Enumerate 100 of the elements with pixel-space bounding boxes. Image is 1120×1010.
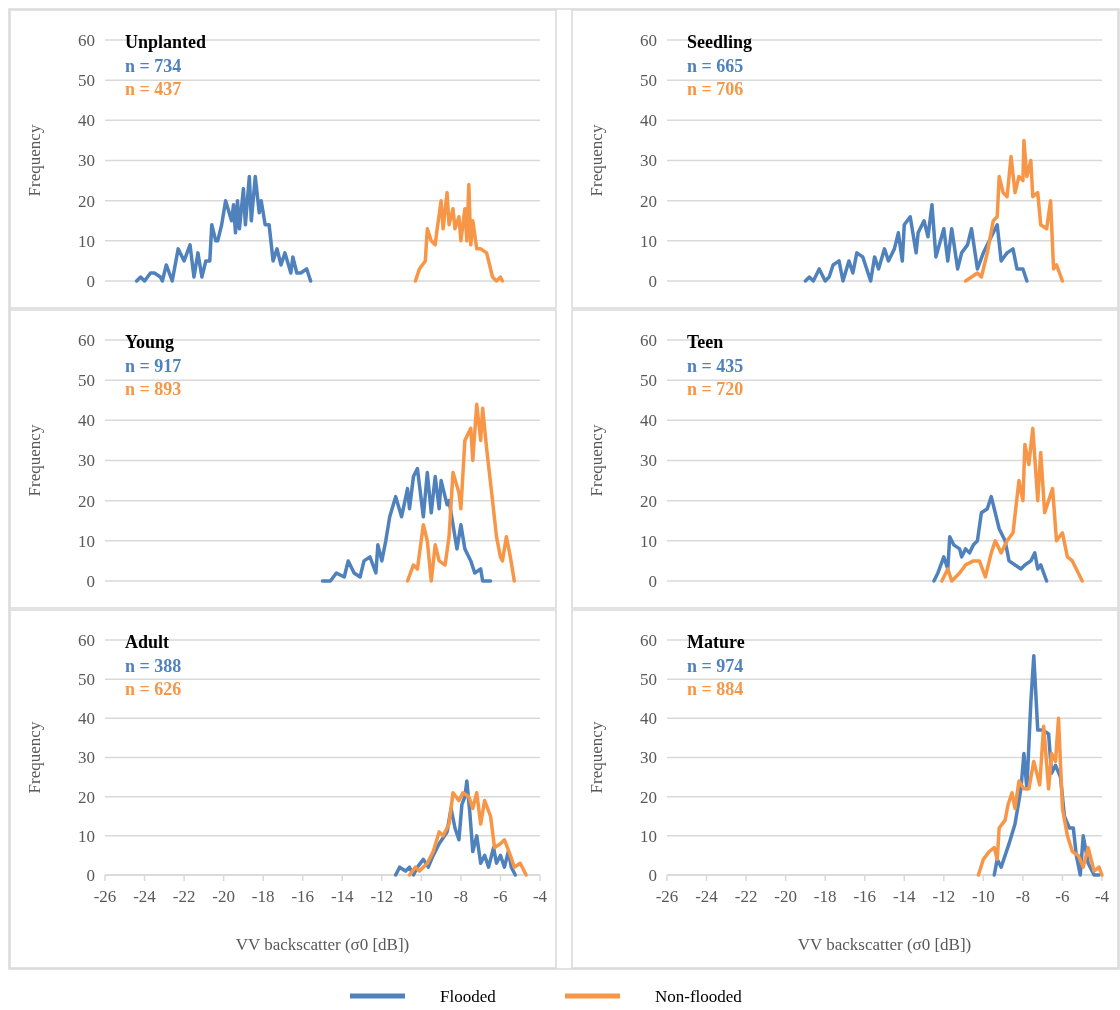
annotation: n = 388 [125,656,182,676]
chart-title: Unplanted [125,32,207,52]
line-series [407,791,528,877]
x-tick-label: -14 [892,887,917,906]
y-tick-label: 0 [648,271,657,291]
y-tick-label: 0 [648,571,657,591]
chart-title: Adult [125,632,170,652]
y-tick-label: 40 [78,411,95,431]
y-tick-label: 10 [78,531,95,551]
y-tick-label: 60 [78,330,95,350]
chart-title: Seedling [687,32,753,52]
chart-title: Mature [687,632,745,652]
y-tick-label: 40 [640,709,657,729]
annotation: n = 884 [687,679,744,699]
y-tick-label: 20 [640,191,657,211]
annotation: n = 665 [687,56,744,76]
y-axis-title: Frequency [587,721,606,794]
x-tick-label: -26 [655,887,679,906]
y-tick-label: 30 [78,748,95,768]
x-tick-label: -22 [734,887,758,906]
y-tick-label: 50 [640,71,657,91]
annotation: n = 917 [125,356,182,376]
line-series [803,202,1029,283]
y-tick-label: 20 [78,787,95,807]
y-tick-label: 30 [640,748,657,768]
y-tick-label: 60 [78,30,95,50]
y-tick-label: 10 [640,826,657,846]
y-axis-title: Frequency [25,721,44,794]
y-tick-label: 40 [78,111,95,131]
x-tick-label: -12 [370,887,394,906]
chart-title: Teen [687,332,724,352]
annotation: n = 974 [687,656,744,676]
chart-title: Young [125,332,175,352]
line-series [413,182,505,283]
annotation: n = 626 [125,679,182,699]
y-tick-label: 20 [78,491,95,511]
annotation: n = 435 [687,356,744,376]
y-tick-label: 30 [78,451,95,471]
y-tick-label: 40 [640,411,657,431]
x-tick-label: -22 [172,887,196,906]
x-tick-label: -10 [410,887,433,906]
annotation: n = 734 [125,56,182,76]
x-axis-title: VV backscatter (σ0 [dB]) [797,935,972,954]
x-tick-label: -20 [212,887,235,906]
y-tick-label: 0 [86,571,95,591]
y-tick-label: 40 [78,709,95,729]
x-tick-label: -18 [813,887,837,906]
line-series [963,138,1065,283]
x-tick-label: -6 [1055,887,1070,906]
x-tick-label: -16 [291,887,315,906]
y-tick-label: 30 [78,151,95,171]
y-tick-label: 20 [78,191,95,211]
annotation: n = 706 [687,79,744,99]
y-tick-label: 50 [78,371,95,391]
y-tick-label: 60 [640,30,657,50]
line-series [134,174,313,283]
y-tick-label: 10 [78,231,95,251]
y-tick-label: 60 [640,630,657,650]
line-series [405,402,517,583]
y-tick-label: 0 [648,865,657,885]
y-tick-label: 0 [86,865,95,885]
y-axis-title: Frequency [25,124,44,197]
y-tick-label: 50 [640,670,657,690]
x-tick-label: -8 [453,887,468,906]
y-tick-label: 50 [78,71,95,91]
y-tick-label: 10 [640,231,657,251]
line-series [940,426,1084,583]
y-tick-label: 60 [78,630,95,650]
y-tick-label: 30 [640,151,657,171]
y-tick-label: 50 [78,670,95,690]
annotation: n = 720 [687,379,744,399]
y-tick-label: 20 [640,491,657,511]
annotation: n = 437 [125,79,182,99]
y-axis-title: Frequency [587,124,606,197]
x-axis-title: VV backscatter (σ0 [dB]) [235,935,410,954]
x-tick-label: -16 [853,887,877,906]
line-series [932,494,1049,583]
x-tick-label: -20 [774,887,797,906]
legend-label: Non-flooded [655,986,743,1006]
line-series [976,716,1104,877]
y-tick-label: 20 [640,787,657,807]
x-tick-label: -10 [972,887,995,906]
y-tick-label: 40 [640,111,657,131]
x-tick-label: -26 [93,887,117,906]
y-tick-label: 50 [640,371,657,391]
y-tick-label: 10 [640,531,657,551]
y-tick-label: 30 [640,451,657,471]
x-tick-label: -24 [695,887,719,906]
x-tick-label: -14 [330,887,355,906]
y-axis-title: Frequency [587,424,606,497]
x-tick-label: -4 [1094,887,1110,906]
annotation: n = 893 [125,379,182,399]
x-tick-label: -6 [493,887,508,906]
legend-label: Flooded [440,986,497,1006]
y-tick-label: 10 [78,826,95,846]
x-tick-label: -24 [133,887,157,906]
y-axis-title: Frequency [25,424,44,497]
y-tick-label: 0 [86,271,95,291]
x-tick-label: -8 [1015,887,1030,906]
x-tick-label: -4 [532,887,548,906]
